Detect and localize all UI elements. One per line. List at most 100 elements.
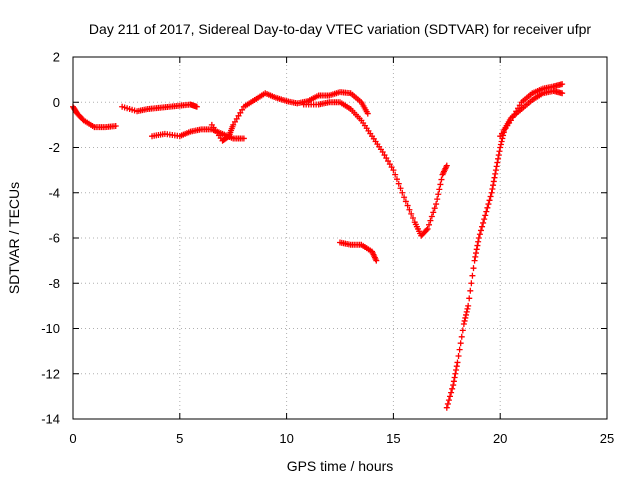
data-point — [559, 81, 566, 88]
data-point — [395, 180, 402, 187]
data-point — [404, 202, 411, 209]
data-point — [472, 250, 479, 257]
data-point — [465, 302, 472, 309]
data-point — [507, 117, 514, 124]
data-point — [470, 265, 477, 272]
data-point — [231, 118, 238, 125]
data-point — [390, 167, 397, 174]
data-point — [456, 346, 463, 353]
data-point — [392, 171, 399, 178]
data-point — [490, 182, 497, 189]
data-point — [379, 149, 386, 156]
data-point — [488, 189, 495, 196]
data-point — [443, 162, 450, 169]
data-point — [381, 152, 388, 159]
x-tick-label: 25 — [600, 431, 614, 446]
data-point — [463, 311, 470, 318]
data-point — [497, 144, 504, 151]
data-point — [452, 370, 459, 377]
data-point — [490, 178, 497, 185]
data-point — [431, 205, 438, 212]
data-point — [455, 353, 462, 360]
data-point — [453, 363, 460, 370]
data-points — [70, 81, 566, 411]
data-point — [424, 225, 431, 232]
data-point — [494, 159, 501, 166]
data-point — [458, 333, 465, 340]
data-point — [444, 400, 451, 407]
data-point — [466, 295, 473, 302]
data-point — [489, 185, 496, 192]
data-point — [239, 106, 246, 113]
data-point — [436, 186, 443, 193]
y-tick-label: -14 — [41, 412, 60, 427]
data-point — [481, 216, 488, 223]
y-tick-label: 2 — [53, 50, 60, 65]
series-arc-4 — [208, 89, 371, 144]
data-point — [237, 109, 244, 116]
x-axis-label: GPS time / hours — [287, 458, 394, 474]
grid — [73, 57, 607, 419]
data-point — [513, 108, 520, 115]
data-point — [409, 215, 416, 222]
data-point — [479, 223, 486, 230]
data-point — [445, 397, 452, 404]
series-arc-6 — [337, 239, 380, 264]
x-tick-label: 0 — [69, 431, 76, 446]
data-point — [433, 201, 440, 208]
data-point — [451, 374, 458, 381]
data-point — [454, 359, 461, 366]
data-point — [496, 148, 503, 155]
data-point — [112, 123, 119, 130]
x-tick-label: 10 — [279, 431, 293, 446]
y-axis-label: SDTVAR / TECUs — [6, 182, 22, 294]
data-point — [364, 110, 371, 117]
data-point — [509, 114, 516, 121]
data-point — [495, 152, 502, 159]
data-point — [457, 340, 464, 347]
data-point — [447, 393, 454, 400]
data-point — [463, 308, 470, 315]
data-point — [471, 257, 478, 264]
data-point — [487, 193, 494, 200]
data-point — [482, 212, 489, 219]
data-point — [476, 231, 483, 238]
series-arc-7 — [443, 87, 566, 411]
data-point — [437, 181, 444, 188]
y-tick-label: -10 — [41, 321, 60, 336]
data-point — [459, 327, 466, 334]
y-tick-label: -12 — [41, 366, 60, 381]
data-point — [477, 227, 484, 234]
data-point — [438, 176, 445, 183]
data-point — [386, 161, 393, 168]
data-point — [498, 138, 505, 145]
data-point — [233, 115, 240, 122]
data-point — [397, 185, 404, 192]
data-point — [383, 155, 390, 162]
data-point — [428, 213, 435, 220]
data-point — [473, 246, 480, 253]
data-point — [475, 235, 482, 241]
data-point — [486, 197, 493, 204]
data-point — [492, 170, 499, 177]
data-point — [474, 242, 481, 249]
data-point — [464, 305, 471, 312]
data-point — [511, 111, 518, 118]
data-point — [193, 103, 200, 110]
data-point — [472, 253, 479, 260]
data-point — [559, 90, 566, 97]
x-tick-label: 20 — [493, 431, 507, 446]
data-point — [443, 404, 450, 411]
data-point — [230, 121, 237, 128]
data-point — [423, 227, 430, 234]
data-point — [406, 206, 413, 213]
data-point — [453, 366, 460, 373]
data-point — [469, 272, 476, 279]
y-tick-label: -8 — [48, 276, 60, 291]
data-point — [480, 219, 487, 226]
data-point — [492, 167, 499, 174]
series-arc-1 — [70, 103, 119, 131]
y-tick-label: 0 — [53, 95, 60, 110]
data-point — [240, 135, 247, 142]
